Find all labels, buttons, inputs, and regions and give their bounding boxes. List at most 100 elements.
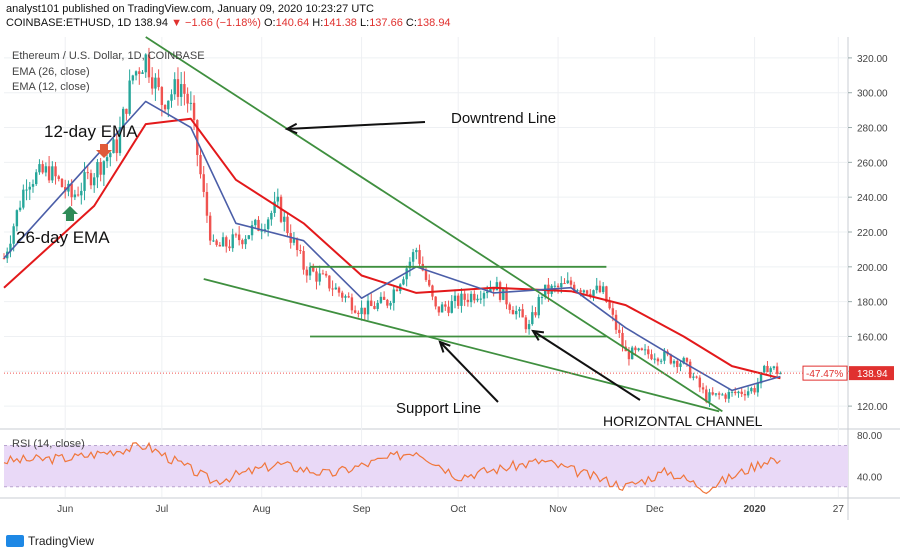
- candle-body: [96, 162, 99, 178]
- candle-body: [457, 295, 460, 306]
- candle-body: [763, 365, 766, 373]
- candle-body: [527, 324, 531, 330]
- candle-body: [437, 306, 441, 313]
- candle-body: [353, 310, 357, 313]
- candle-body: [737, 391, 740, 394]
- candle-body: [260, 230, 263, 232]
- candle-body: [247, 235, 251, 239]
- candle-body: [31, 184, 35, 187]
- candle-body: [150, 77, 154, 89]
- candle-body: [109, 153, 112, 158]
- candle-body: [650, 354, 653, 360]
- price-tick-label: 120.00: [857, 402, 888, 413]
- candle-body: [47, 166, 51, 181]
- candle-body: [179, 84, 183, 97]
- time-tick-label: 2020: [743, 504, 766, 515]
- price-tick-label: 280.00: [857, 124, 888, 135]
- candle-body: [147, 54, 151, 78]
- pct-tag: -47.47%: [806, 369, 843, 380]
- candle-body: [370, 300, 373, 307]
- candle-body: [640, 348, 644, 350]
- ema-cross-down-icon: [96, 144, 112, 158]
- candle-body: [276, 196, 280, 202]
- time-tick-label: Jun: [57, 504, 73, 515]
- rsi-band: [4, 445, 848, 487]
- candle-body: [569, 280, 573, 285]
- time-tick-label: Dec: [646, 504, 664, 515]
- candle-body: [131, 75, 135, 81]
- last-price-tag: 138.94: [857, 369, 888, 380]
- candle-body: [199, 155, 202, 175]
- candle-body: [659, 360, 663, 362]
- candle-body: [57, 176, 60, 179]
- candle-body: [453, 295, 457, 302]
- support-arrow-head: [438, 340, 451, 353]
- candle-body: [750, 388, 753, 392]
- candle-body: [167, 100, 170, 110]
- pct-tag-box: [802, 365, 848, 381]
- candle-body: [92, 177, 96, 186]
- candle-body: [676, 360, 679, 367]
- close-value: 138.94: [416, 17, 451, 29]
- candle-body: [560, 283, 563, 288]
- candle-body: [730, 391, 734, 393]
- candle-body: [51, 166, 54, 181]
- candle-body: [337, 287, 341, 293]
- candle-body: [392, 289, 395, 303]
- candle-body: [582, 290, 586, 293]
- candle-body: [614, 314, 618, 330]
- rsi-tick-label: 40.00: [857, 472, 882, 483]
- candle-body: [460, 293, 463, 306]
- candle-body: [724, 394, 727, 399]
- downtrend-annotation: Downtrend Line: [451, 110, 556, 127]
- candle-body: [463, 293, 466, 300]
- candle-body: [505, 288, 508, 305]
- candle-body: [125, 108, 128, 114]
- candle-body: [44, 166, 48, 173]
- ema12-line: [3, 100, 781, 392]
- candle-body: [2, 258, 6, 260]
- channel-annotation: HORIZONTAL CHANNEL: [603, 413, 763, 429]
- candle-body: [334, 287, 338, 290]
- candle-body: [54, 166, 57, 177]
- candle-body: [498, 282, 502, 300]
- tradingview-logo[interactable]: TradingView: [6, 534, 94, 548]
- legend-title: Ethereum / U.S. Dollar, 1D, COINBASE: [12, 50, 205, 62]
- candle-body: [692, 376, 695, 378]
- channel-arrow-head: [531, 329, 545, 341]
- candle-body: [299, 250, 302, 252]
- candle-body: [302, 250, 305, 270]
- candle-body: [183, 84, 186, 94]
- candle-body: [621, 332, 624, 347]
- candle-body: [408, 261, 412, 269]
- candle-body: [202, 174, 205, 192]
- candle-body: [746, 391, 750, 396]
- candle-body: [705, 389, 708, 402]
- candle-body: [189, 102, 193, 104]
- candle-body: [15, 210, 19, 227]
- candle-body: [70, 183, 73, 198]
- candle-body: [35, 172, 38, 185]
- candle-body: [112, 139, 115, 154]
- candle-body: [708, 392, 711, 402]
- last-price-tag-box: [849, 366, 894, 381]
- ohlc-line: COINBASE:ETHUSD, 1D 138.94 ▼ −1.66 (−1.1…: [6, 17, 451, 29]
- candle-body: [695, 376, 698, 378]
- candle-body: [105, 157, 109, 162]
- candle-body: [350, 297, 354, 311]
- candle-body: [579, 290, 582, 293]
- candle-body: [99, 162, 102, 175]
- candle-body: [469, 293, 473, 303]
- candle-body: [434, 296, 437, 307]
- candle-body: [25, 189, 28, 191]
- price-tick-label: 180.00: [857, 298, 888, 309]
- candle-body: [89, 173, 93, 186]
- candle-body: [537, 296, 540, 316]
- candle-body: [73, 194, 77, 198]
- candle-body: [357, 312, 360, 315]
- candle-body: [524, 317, 528, 330]
- last-price: 138.94: [134, 17, 169, 29]
- candle-body: [176, 79, 180, 97]
